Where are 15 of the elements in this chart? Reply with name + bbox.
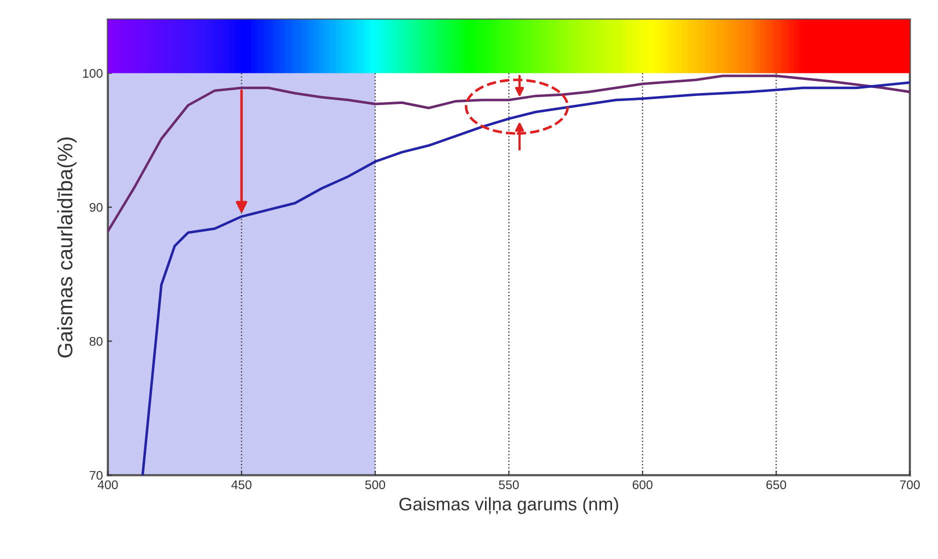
y-tick-label: 70 xyxy=(90,470,103,480)
x-tick-label: 650 xyxy=(766,480,786,490)
y-tick-label: 100 xyxy=(83,68,103,78)
y-tick-label: 80 xyxy=(90,336,103,346)
x-tick-label: 400 xyxy=(98,480,118,490)
x-tick-label: 450 xyxy=(231,480,252,490)
line-series xyxy=(108,74,910,233)
y-axis-title: Gaismas caurlaidība(%) xyxy=(57,137,77,358)
line-series xyxy=(141,81,910,476)
x-tick-label: 550 xyxy=(498,480,519,490)
x-tick-label: 500 xyxy=(365,480,386,490)
y-tick-label: 90 xyxy=(90,202,103,212)
x-axis-title: Gaismas viļņa garums (nm) xyxy=(399,497,618,514)
x-tick-label: 600 xyxy=(632,480,652,490)
x-tick-label: 700 xyxy=(900,480,920,490)
